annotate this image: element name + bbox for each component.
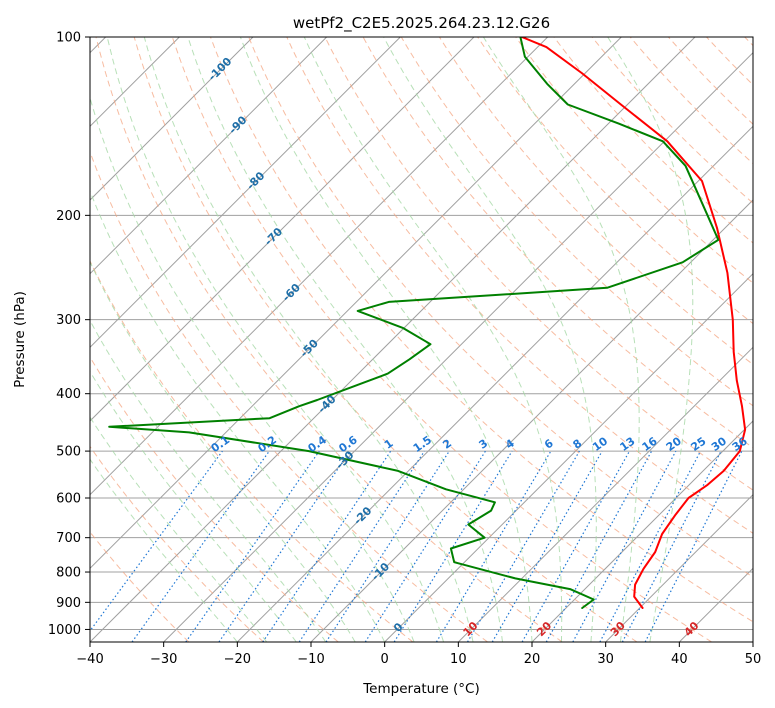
mixing-ratio-line (393, 450, 513, 642)
mixing-ratio-line (545, 450, 653, 642)
y-tick-label: 700 (56, 531, 81, 546)
moist-adiabat-line (607, 37, 694, 642)
isotherm-line (605, 493, 753, 642)
mixing-ratio-line (572, 450, 677, 642)
moist-adiabat-line (90, 458, 238, 642)
y-tick-label: 400 (56, 387, 81, 402)
moist-adiabat-line (90, 370, 297, 642)
x-axis-label: Temperature (°C) (362, 681, 480, 697)
isotherm-line (90, 37, 401, 349)
x-tick-label: −40 (76, 652, 103, 667)
y-axis-label: Pressure (hPa) (12, 291, 28, 388)
y-tick-label: 900 (56, 596, 81, 611)
chart-title: wetPf2_C2E5.2025.264.23.12.G26 (293, 14, 550, 33)
isotherm-line (384, 272, 753, 642)
mixing-ratio-line (466, 450, 580, 642)
isotherm-line (90, 37, 475, 422)
mixing-ratio-line (521, 450, 631, 642)
y-tick-label: 1000 (48, 623, 81, 638)
dry-adiabat-line (248, 37, 753, 578)
dewpoint-profile-line (108, 37, 720, 609)
dry-adiabat-line (515, 37, 753, 284)
dry-adiabat-line (90, 259, 414, 642)
isotherm-line (752, 641, 753, 642)
moist-adiabat-line (303, 37, 563, 642)
isotherm-line (531, 420, 753, 642)
dry-adiabat-line (133, 37, 638, 642)
y-tick-label: 800 (56, 566, 81, 581)
moist-adiabat-line (90, 96, 415, 642)
moist-adiabat-line (90, 319, 327, 642)
moist-adiabat-line (187, 37, 503, 642)
y-tick-label: 300 (56, 313, 81, 328)
moist-adiabat-line (482, 37, 640, 642)
plot-frame (89, 36, 754, 643)
x-tick-label: 30 (597, 652, 614, 667)
x-tick-label: 50 (745, 652, 762, 667)
isotherm-line (90, 37, 696, 642)
moist-adiabat-line (106, 37, 445, 642)
x-tick-label: 0 (381, 652, 389, 667)
moist-adiabat-line (239, 37, 533, 642)
isotherm-line (90, 37, 254, 201)
dry-adiabat-line (90, 356, 339, 642)
x-tick-label: −30 (150, 652, 177, 667)
mixing-ratio-line (364, 450, 486, 642)
temperature-profile-line (520, 37, 747, 609)
dry-adiabat-line (90, 445, 264, 642)
moist-adiabat-line (90, 416, 268, 642)
moist-adiabat-line (90, 189, 386, 642)
x-tick-label: −20 (224, 652, 251, 667)
x-tick-label: −10 (297, 652, 324, 667)
y-tick-label: 500 (56, 445, 81, 460)
dry-adiabat-line (210, 37, 753, 623)
isotherm-line (163, 51, 753, 642)
y-tick-label: 200 (56, 209, 81, 224)
isotherm-line (90, 37, 622, 570)
dry-adiabat-line (286, 37, 753, 534)
moist-adiabat-line (90, 260, 356, 642)
isotherm-line (90, 37, 549, 496)
x-tick-label: 10 (450, 652, 467, 667)
isotherm-line (236, 125, 753, 642)
dry-adiabat-line (171, 37, 712, 642)
isotherm-line (90, 37, 328, 275)
dry-adiabat-line (324, 37, 753, 491)
mixing-ratio-line (435, 450, 552, 642)
x-tick-label: 20 (524, 652, 541, 667)
mixing-ratio-line (218, 450, 351, 642)
mixing-ratio-line (491, 450, 603, 642)
dry-adiabat-line (95, 37, 563, 642)
mixing-ratio-line (185, 450, 320, 642)
y-tick-label: 100 (56, 31, 81, 46)
x-tick-label: 40 (671, 652, 688, 667)
y-tick-label: 600 (56, 492, 81, 507)
